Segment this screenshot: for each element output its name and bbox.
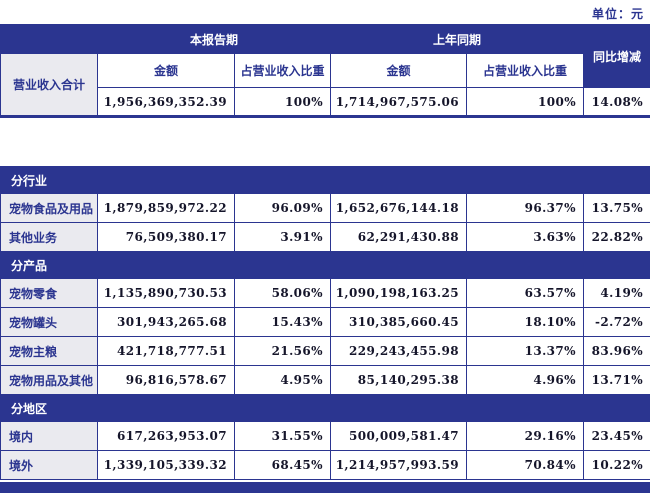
total-revenue-row: 1,956,369,352.39 100% 1,714,967,575.06 1… (1, 88, 650, 117)
row-label: 其他业务 (1, 223, 98, 252)
row-label: 宠物用品及其他 (1, 366, 98, 395)
current-share-cell: 15.43% (235, 308, 331, 337)
current-amount-cell: 96,816,578.67 (98, 366, 235, 395)
current-amount-cell: 301,943,265.68 (98, 308, 235, 337)
table-subheader-row: 营业收入合计 金额 占营业收入比重 金额 占营业收入比重 (1, 54, 650, 88)
table-row: 宠物罐头 301,943,265.68 15.43% 310,385,660.4… (1, 308, 650, 337)
subheader-amount-current: 金额 (98, 54, 235, 88)
total-yoy: 14.08% (584, 88, 650, 117)
subheader-share-current: 占营业收入比重 (235, 54, 331, 88)
prior-amount-cell: 500,009,581.47 (331, 422, 467, 451)
row-label: 境内 (1, 422, 98, 451)
current-share-cell: 3.91% (235, 223, 331, 252)
table-row: 宠物零食 1,135,890,730.53 58.06% 1,090,198,1… (1, 279, 650, 308)
yoy-cell: 10.22% (584, 451, 650, 480)
prior-share-cell: 18.10% (467, 308, 584, 337)
yoy-cell: 83.96% (584, 337, 650, 366)
prior-share-cell: 63.57% (467, 279, 584, 308)
revenue-detail-table: 分行业 宠物食品及用品 1,879,859,972.22 96.09% 1,65… (0, 166, 650, 480)
blank-header-cell (1, 25, 98, 54)
prior-amount-cell: 1,652,676,144.18 (331, 194, 467, 223)
prior-share-cell: 13.37% (467, 337, 584, 366)
prior-amount-cell: 85,140,295.38 (331, 366, 467, 395)
total-prior-amount: 1,714,967,575.06 (331, 88, 467, 117)
current-amount-cell: 1,339,105,339.32 (98, 451, 235, 480)
current-share-cell: 96.09% (235, 194, 331, 223)
current-amount-cell: 76,509,380.17 (98, 223, 235, 252)
row-label: 境外 (1, 451, 98, 480)
header-current-period: 本报告期 (98, 25, 331, 54)
prior-share-cell: 96.37% (467, 194, 584, 223)
table-header-row: 本报告期 上年同期 同比增减 (1, 25, 650, 54)
row-label: 宠物罐头 (1, 308, 98, 337)
section-header-by-product: 分产品 (1, 252, 650, 279)
current-share-cell: 31.55% (235, 422, 331, 451)
current-amount-cell: 421,718,777.51 (98, 337, 235, 366)
row-label: 宠物主粮 (1, 337, 98, 366)
table-row: 宠物主粮 421,718,777.51 21.56% 229,243,455.9… (1, 337, 650, 366)
current-share-cell: 58.06% (235, 279, 331, 308)
total-current-share: 100% (235, 88, 331, 117)
prior-share-cell: 70.84% (467, 451, 584, 480)
current-share-cell: 21.56% (235, 337, 331, 366)
total-revenue-label: 营业收入合计 (1, 54, 98, 117)
subheader-amount-prior: 金额 (331, 54, 467, 88)
subheader-share-prior: 占营业收入比重 (467, 54, 584, 88)
current-amount-cell: 617,263,953.07 (98, 422, 235, 451)
total-current-amount: 1,956,369,352.39 (98, 88, 235, 117)
section-header-by-region: 分地区 (1, 395, 650, 422)
row-label: 宠物零食 (1, 279, 98, 308)
revenue-summary-table: 本报告期 上年同期 同比增减 营业收入合计 金额 占营业收入比重 金额 占营业收… (0, 24, 650, 118)
table-row: 宠物食品及用品 1,879,859,972.22 96.09% 1,652,67… (1, 194, 650, 223)
prior-share-cell: 4.96% (467, 366, 584, 395)
prior-share-cell: 3.63% (467, 223, 584, 252)
prior-amount-cell: 1,090,198,163.25 (331, 279, 467, 308)
table-row: 宠物用品及其他 96,816,578.67 4.95% 85,140,295.3… (1, 366, 650, 395)
table-row: 其他业务 76,509,380.17 3.91% 62,291,430.88 3… (1, 223, 650, 252)
current-share-cell: 68.45% (235, 451, 331, 480)
header-yoy-change: 同比增减 (584, 25, 650, 88)
yoy-cell: 23.45% (584, 422, 650, 451)
current-amount-cell: 1,135,890,730.53 (98, 279, 235, 308)
yoy-cell: 13.75% (584, 194, 650, 223)
prior-share-cell: 29.16% (467, 422, 584, 451)
yoy-cell: 13.71% (584, 366, 650, 395)
section-title: 分地区 (1, 395, 650, 422)
section-title: 分行业 (1, 167, 650, 194)
prior-amount-cell: 310,385,660.45 (331, 308, 467, 337)
next-section-header-partial (0, 482, 650, 493)
section-header-by-industry: 分行业 (1, 167, 650, 194)
yoy-cell: 22.82% (584, 223, 650, 252)
table-row: 境内 617,263,953.07 31.55% 500,009,581.47 … (1, 422, 650, 451)
yoy-cell: 4.19% (584, 279, 650, 308)
header-prior-period: 上年同期 (331, 25, 584, 54)
prior-amount-cell: 62,291,430.88 (331, 223, 467, 252)
prior-amount-cell: 1,214,957,993.59 (331, 451, 467, 480)
unit-label: 单位：元 (0, 0, 650, 24)
prior-amount-cell: 229,243,455.98 (331, 337, 467, 366)
section-title: 分产品 (1, 252, 650, 279)
yoy-cell: -2.72% (584, 308, 650, 337)
row-label: 宠物食品及用品 (1, 194, 98, 223)
current-amount-cell: 1,879,859,972.22 (98, 194, 235, 223)
total-prior-share: 100% (467, 88, 584, 117)
current-share-cell: 4.95% (235, 366, 331, 395)
table-row: 境外 1,339,105,339.32 68.45% 1,214,957,993… (1, 451, 650, 480)
